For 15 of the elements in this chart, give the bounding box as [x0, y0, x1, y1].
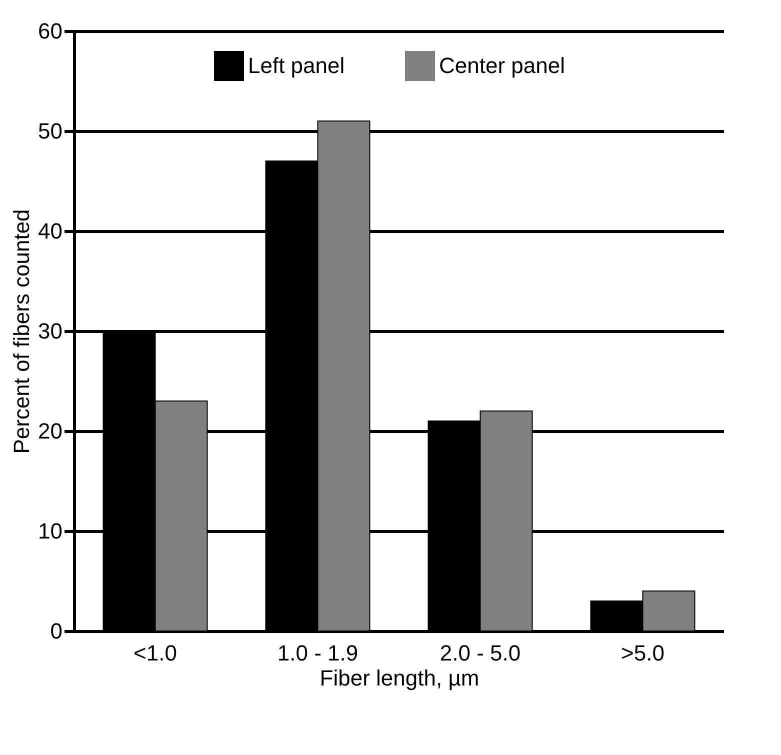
y-tick-label: 30: [38, 318, 62, 344]
y-tick-label: 10: [38, 518, 62, 544]
y-tick-label: 20: [38, 418, 62, 444]
x-tick-label: 2.0 - 5.0: [440, 640, 521, 666]
y-tick-label: 60: [38, 18, 62, 44]
x-tick-label: >5.0: [621, 640, 664, 666]
legend-label: Center panel: [439, 53, 565, 78]
y-axis-title: Percent of fibers counted: [9, 209, 34, 454]
x-tick-label: 1.0 - 1.9: [277, 640, 358, 666]
y-tick-label: 40: [38, 218, 62, 244]
legend-label: Left panel: [248, 53, 345, 78]
y-tick-label: 0: [50, 618, 62, 644]
x-axis-title: Fiber length, µm: [320, 666, 480, 690]
x-tick-label: <1.0: [134, 640, 177, 666]
y-tick-label: 50: [38, 118, 62, 144]
